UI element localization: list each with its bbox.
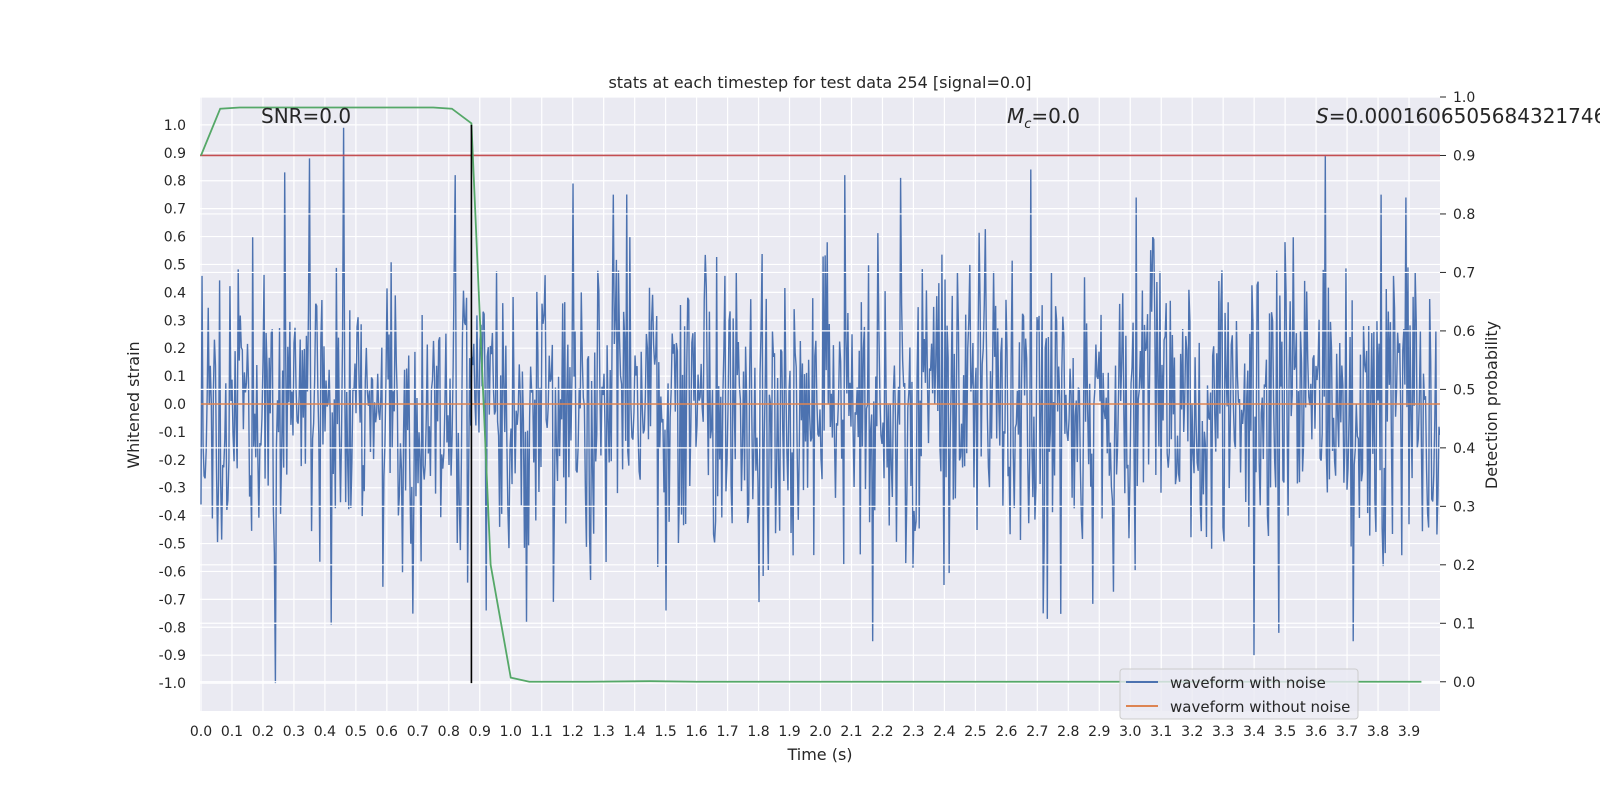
x-tick-label: 2.1 [840, 724, 862, 740]
x-tick-label: 2.2 [871, 724, 893, 740]
y2-tick-label: 0.1 [1453, 616, 1475, 632]
y2-tick-label: 0.8 [1453, 207, 1475, 223]
x-tick-label: 0.5 [345, 724, 367, 740]
x-tick-label: 0.0 [190, 724, 212, 740]
legend-label-clean: waveform without noise [1170, 698, 1350, 716]
x-tick-label: 0.6 [376, 724, 398, 740]
y-tick-label: 0.6 [164, 230, 186, 246]
axes: 0.0 0.1 0.2 0.3 0.4 0.5 0.6 0.7 0.8 0.9 1.0 1.1 1.2 1… [159, 90, 1476, 740]
legend-box [1119, 668, 1359, 720]
x-tick-label: 2.5 [964, 724, 986, 740]
x-tick-label: 3.0 [1119, 724, 1141, 740]
y-tick-label: -0.7 [159, 592, 186, 608]
y-tick-label: -0.8 [159, 620, 186, 636]
y-tick-label: -0.2 [159, 453, 186, 469]
x-tick-label: 0.2 [252, 724, 274, 740]
legend: waveform with noise waveform without noi… [1119, 668, 1359, 720]
y-tick-label: -1.0 [159, 676, 186, 692]
y2-tick-label: 0.7 [1453, 265, 1475, 281]
x-tick-label: 1.8 [747, 724, 769, 740]
score-annotation: S=0.00016065056843217468 [1316, 104, 1600, 128]
x-tick-label: 2.6 [995, 724, 1017, 740]
y2-tick-label: 0.6 [1453, 324, 1475, 340]
y-tick-label: -0.3 [159, 481, 186, 497]
x-tick-label: 1.6 [685, 724, 707, 740]
y2-tick-label: 0.0 [1453, 675, 1475, 691]
x-tick-label: 3.2 [1181, 724, 1203, 740]
y-axis-label: Whitened strain [124, 341, 143, 468]
y-tick-label: -0.1 [159, 425, 186, 441]
x-tick-label: 0.8 [438, 724, 460, 740]
y-tick-label: -0.6 [159, 564, 186, 580]
x-tick-label: 3.5 [1274, 724, 1296, 740]
x-tick-label: 0.1 [221, 724, 243, 740]
x-tick-label: 0.4 [314, 724, 336, 740]
x-axis-label: Time (s) [786, 745, 852, 764]
x-tick-label: 1.9 [778, 724, 800, 740]
x-tick-label: 1.2 [562, 724, 584, 740]
x-tick-label: 1.0 [500, 724, 522, 740]
plot-content [200, 97, 1440, 684]
legend-label-noisy: waveform with noise [1170, 674, 1326, 692]
y-tick-label: -0.9 [159, 648, 186, 664]
y-tick-label: 0.7 [164, 202, 186, 218]
y-tick-label: 0.9 [164, 146, 186, 162]
y-tick-label: 0.5 [164, 257, 186, 273]
y-tick-label: -0.4 [159, 509, 186, 525]
y2-tick-label: 0.4 [1453, 441, 1475, 457]
x-tick-label: 3.3 [1212, 724, 1234, 740]
y-tick-label: 0.1 [164, 369, 186, 385]
x-tick-label: 3.6 [1305, 724, 1327, 740]
x-tick-label: 2.7 [1026, 724, 1048, 740]
chirp-mass-annotation: Mc=0.0 [1007, 104, 1080, 132]
x-tick-label: 2.3 [902, 724, 924, 740]
y-tick-label: 0.2 [164, 341, 186, 357]
x-tick-label: 0.7 [407, 724, 429, 740]
x-tick-label: 2.0 [809, 724, 831, 740]
series-detection-probability [200, 106, 1422, 683]
y-tick-label: 0.3 [164, 313, 186, 329]
x-tick-label: 1.1 [531, 724, 553, 740]
x-tick-label: 3.8 [1367, 724, 1389, 740]
x-tick-label: 2.9 [1088, 724, 1110, 740]
x-tick-label: 3.9 [1398, 724, 1420, 740]
x-tick-label: 1.4 [624, 724, 646, 740]
x-tick-label: 0.3 [283, 724, 305, 740]
y2-tick-label: 0.5 [1453, 382, 1475, 398]
x-tick-label: 3.4 [1243, 724, 1265, 740]
x-tick-label: 1.3 [593, 724, 615, 740]
y2-tick-label: 0.9 [1453, 148, 1475, 164]
x-tick-label: 2.8 [1057, 724, 1079, 740]
y2-tick-label: 1.0 [1453, 90, 1475, 106]
y2-axis-label: Detection probability [1482, 321, 1501, 489]
y-tick-label: 0.8 [164, 174, 186, 190]
x-tick-label: 3.1 [1150, 724, 1172, 740]
y2-tick-label: 0.2 [1453, 558, 1475, 574]
y-tick-label: 1.0 [164, 118, 186, 134]
y-tick-label: 0.0 [164, 397, 186, 413]
chart-title: stats at each timestep for test data 254… [608, 73, 1031, 92]
y-tick-label: 0.4 [164, 285, 186, 301]
x-tick-label: 3.7 [1336, 724, 1358, 740]
x-tick-label: 1.5 [654, 724, 676, 740]
x-tick-label: 1.7 [716, 724, 738, 740]
y2-tick-label: 0.3 [1453, 499, 1475, 515]
x-tick-label: 0.9 [469, 724, 491, 740]
y-tick-label: -0.5 [159, 537, 186, 553]
snr-annotation: SNR=0.0 [261, 104, 351, 128]
series-noisy-waveform [200, 127, 1440, 684]
x-tick-label: 2.4 [933, 724, 955, 740]
